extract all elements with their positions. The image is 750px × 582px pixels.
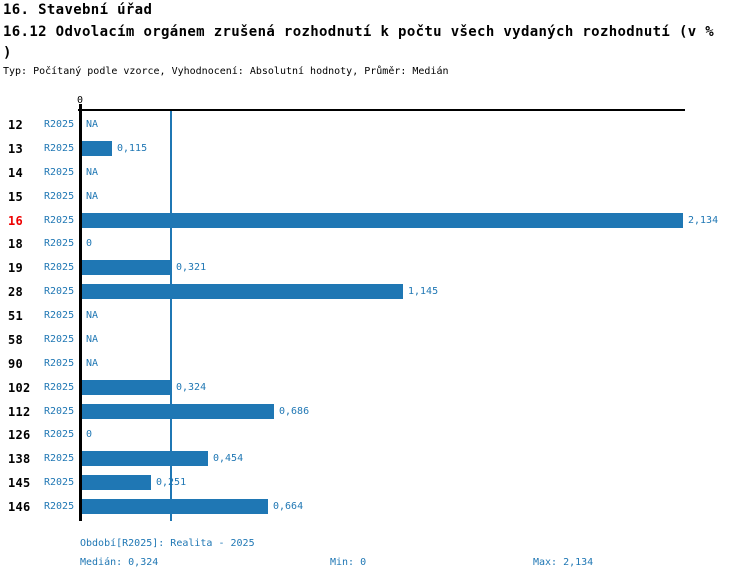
value-label: NA [86, 310, 99, 321]
row-series-label: R2025 [44, 143, 75, 154]
footer-median-label: Medián: 0,324 [80, 557, 159, 568]
value-bar [82, 451, 208, 466]
row-id-label: 13 [8, 142, 24, 156]
footer-max-label: Max: 2,134 [533, 557, 594, 568]
value-label: 0,115 [117, 143, 148, 154]
chart-row: 145 R2025 0,251 [0, 471, 750, 495]
row-series-label: R2025 [44, 453, 75, 464]
x-axis-zero-tick-label: 0 [76, 95, 84, 106]
x-axis-line [78, 109, 685, 111]
row-id-label: 58 [8, 333, 24, 347]
chart-row: 58 R2025 NA [0, 328, 750, 352]
row-series-label: R2025 [44, 310, 75, 321]
value-label: 0,454 [213, 453, 244, 464]
chart-row: 19 R2025 0,321 [0, 256, 750, 280]
chart-row: 28 R2025 1,145 [0, 280, 750, 304]
median-line [170, 111, 172, 521]
row-series-label: R2025 [44, 429, 75, 440]
plot-area: 0 12 R2025 NA 13 R2025 0,115 14 R2025 NA 15 R2025 N… [0, 90, 750, 530]
chart-row: 102 R2025 0,324 [0, 376, 750, 400]
row-series-label: R2025 [44, 406, 75, 417]
value-label: 0,251 [156, 477, 187, 488]
row-id-label: 15 [8, 190, 24, 204]
value-label: 0,324 [176, 382, 207, 393]
row-id-label: 146 [8, 500, 31, 514]
value-bar [82, 284, 403, 299]
row-id-label: 51 [8, 309, 24, 323]
row-series-label: R2025 [44, 238, 75, 249]
row-id-label: 145 [8, 476, 31, 490]
value-label: 0 [86, 238, 93, 249]
row-id-label: 28 [8, 285, 24, 299]
row-series-label: R2025 [44, 215, 75, 226]
value-label: 1,145 [408, 286, 439, 297]
chart-title-line2: ) [3, 45, 12, 61]
footer-min-label: Min: 0 [330, 557, 367, 568]
value-bar [82, 260, 171, 275]
row-series-label: R2025 [44, 262, 75, 273]
row-series-label: R2025 [44, 358, 75, 369]
chart-meta-info: Typ: Počítaný podle vzorce, Vyhodnocení:… [3, 66, 449, 77]
value-label: NA [86, 191, 99, 202]
y-axis-line [79, 104, 82, 521]
row-id-label: 112 [8, 405, 31, 419]
chart-row: 15 R2025 NA [0, 185, 750, 209]
row-id-label: 102 [8, 381, 31, 395]
chart-row: 18 R2025 0 [0, 232, 750, 256]
row-series-label: R2025 [44, 191, 75, 202]
value-bar [82, 141, 112, 156]
chart-title-line1: 16.12 Odvolacím orgánem zrušená rozhodnu… [3, 24, 715, 40]
row-series-label: R2025 [44, 501, 75, 512]
value-label: NA [86, 167, 99, 178]
row-id-label: 18 [8, 237, 24, 251]
row-series-label: R2025 [44, 477, 75, 488]
row-series-label: R2025 [44, 119, 75, 130]
row-id-label: 19 [8, 261, 24, 275]
value-label: 2,134 [688, 215, 719, 226]
chart-row: 90 R2025 NA [0, 352, 750, 376]
row-series-label: R2025 [44, 167, 75, 178]
row-series-label: R2025 [44, 334, 75, 345]
chart-row: 51 R2025 NA [0, 304, 750, 328]
row-id-label: 16 [8, 214, 24, 228]
page-title: 16. Stavební úřad [3, 2, 153, 18]
chart-row: 138 R2025 0,454 [0, 447, 750, 471]
footer-period-label: Období[R2025]: Realita - 2025 [80, 538, 255, 549]
chart-row: 14 R2025 NA [0, 161, 750, 185]
chart-row: 12 R2025 NA [0, 113, 750, 137]
value-label: 0 [86, 429, 93, 440]
chart-row: 112 R2025 0,686 [0, 400, 750, 424]
row-series-label: R2025 [44, 382, 75, 393]
row-id-label: 126 [8, 428, 31, 442]
value-label: 0,686 [279, 406, 310, 417]
value-label: NA [86, 358, 99, 369]
value-label: 0,321 [176, 262, 207, 273]
value-bar [82, 475, 151, 490]
value-bar [82, 213, 683, 228]
row-id-label: 138 [8, 452, 31, 466]
row-id-label: 14 [8, 166, 24, 180]
chart-row: 13 R2025 0,115 [0, 137, 750, 161]
value-label: NA [86, 334, 99, 345]
value-bar [82, 404, 274, 419]
value-bar [82, 380, 171, 395]
value-bar [82, 499, 268, 514]
chart-row: 126 R2025 0 [0, 423, 750, 447]
chart-row: 16 R2025 2,134 [0, 209, 750, 233]
row-id-label: 90 [8, 357, 24, 371]
value-label: 0,664 [273, 501, 304, 512]
value-label: NA [86, 119, 99, 130]
chart-row: 146 R2025 0,664 [0, 495, 750, 519]
row-series-label: R2025 [44, 286, 75, 297]
row-id-label: 12 [8, 118, 24, 132]
